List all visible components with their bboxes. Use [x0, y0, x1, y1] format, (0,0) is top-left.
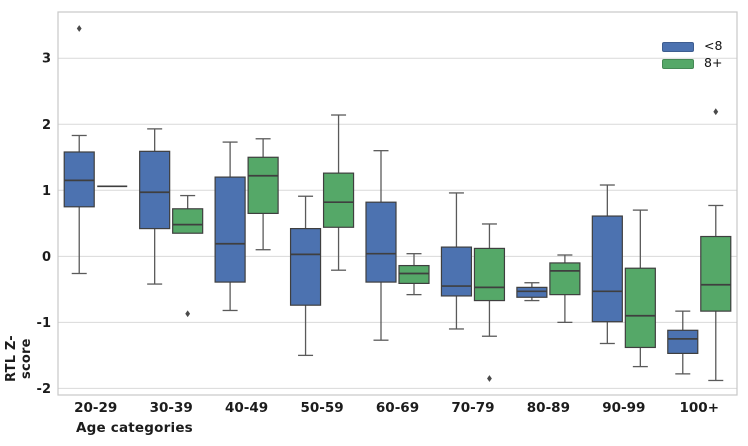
gridlines — [58, 57, 737, 389]
outlier-point — [185, 310, 191, 318]
y-tick-label: -2 — [37, 382, 51, 397]
box-100+ — [700, 108, 732, 382]
x-tick-label: 60-69 — [376, 400, 419, 416]
box-30-39 — [172, 194, 204, 318]
x-tick-label: 20-29 — [74, 400, 117, 416]
y-tick-label: 3 — [42, 52, 51, 67]
y-tick-label: 0 — [42, 250, 51, 265]
box-70-79 — [473, 223, 506, 382]
y-tick-label: 2 — [42, 118, 51, 133]
box-60-69 — [398, 253, 430, 296]
box-90-99 — [591, 184, 623, 345]
legend-swatch-lt8-icon — [662, 41, 694, 52]
y-tick-label: 1 — [42, 184, 51, 199]
x-tick-label: 30-39 — [150, 400, 193, 416]
legend-swatch-8plus-icon — [662, 58, 694, 69]
box-60-69 — [365, 150, 397, 341]
box-40-49 — [214, 141, 246, 312]
x-tick-label: 40-49 — [225, 400, 268, 416]
outlier-point — [76, 25, 82, 32]
box-80-89 — [549, 254, 581, 324]
y-axis-title: RTL Z-score — [4, 335, 34, 383]
x-tick-label: 50-59 — [300, 400, 343, 416]
x-tick-label: 100+ — [680, 400, 720, 416]
box-80-89 — [516, 282, 548, 302]
x-tick-label: 90-99 — [602, 400, 645, 416]
legend-label-8plus: 8+ — [704, 55, 723, 71]
series-8plus — [97, 108, 732, 382]
plot-border — [57, 11, 738, 396]
series-lt8 — [63, 25, 699, 375]
x-tick-label: 70-79 — [451, 400, 494, 416]
outlier-point — [713, 108, 719, 116]
box-30-39 — [139, 128, 171, 285]
box-20-29 — [63, 25, 95, 275]
box-70-79 — [440, 192, 473, 330]
outlier-point — [487, 375, 492, 382]
box-50-59 — [322, 114, 355, 271]
box-50-59 — [289, 195, 322, 357]
legend-label-lt8: <8 — [704, 38, 723, 54]
box-100+ — [667, 310, 699, 375]
box-40-49 — [247, 138, 279, 251]
legend: <8 8+ — [662, 38, 722, 72]
x-axis-title: Age categories — [76, 420, 193, 436]
box-90-99 — [624, 209, 656, 368]
legend-item-8plus: 8+ — [662, 55, 722, 72]
x-tick-label: 80-89 — [527, 400, 570, 416]
legend-item-lt8: <8 — [662, 38, 722, 55]
y-tick-label: -1 — [37, 316, 51, 331]
